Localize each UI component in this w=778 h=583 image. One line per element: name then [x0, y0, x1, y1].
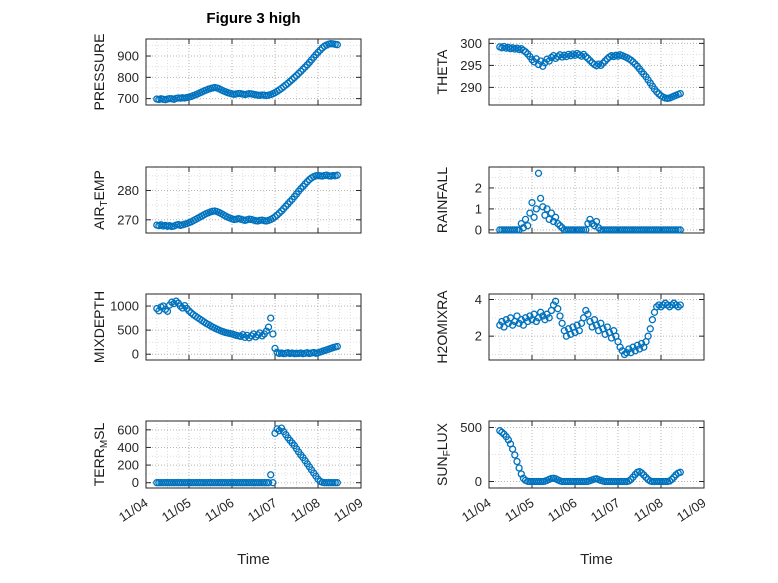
- y-tick-label: 1000: [110, 299, 139, 314]
- figure-title: Figure 3 high: [206, 10, 301, 27]
- y-tick-label: 280: [117, 183, 139, 198]
- y-tick-label: 200: [117, 458, 139, 473]
- y-tick-label: 700: [117, 91, 139, 106]
- x-tick-label: 11/05: [159, 495, 194, 525]
- y-axis-label-RAINFALL: RAINFALL: [434, 167, 450, 233]
- y-tick-label: 4: [475, 292, 482, 307]
- scatter-points: [496, 297, 684, 359]
- y-tick-label: 0: [475, 222, 482, 237]
- y-tick-label: 0: [132, 347, 139, 362]
- x-tick-label: 11/04: [459, 495, 494, 525]
- y-tick-label: 290: [460, 80, 482, 95]
- y-tick-label: 800: [117, 70, 139, 85]
- y-tick-label: 600: [117, 422, 139, 437]
- panel-PRESSURE: 700 800 900 PRESSURE: [91, 33, 362, 111]
- y-tick-label: 900: [117, 49, 139, 64]
- x-axis-label-left: Time: [237, 551, 270, 568]
- scatter-points: [153, 297, 341, 358]
- y-tick-label: 295: [460, 58, 482, 73]
- scatter-points: [496, 169, 684, 234]
- panel-TERRMSL: 0 200 400 600 TERRMSL 11/04 11/05 11/06 11/07 11/…: [91, 420, 366, 525]
- y-tick-label: 2: [475, 180, 482, 195]
- y-tick-label: 0: [132, 475, 139, 490]
- scatter-points: [153, 171, 341, 231]
- y-tick-label: 400: [117, 440, 139, 455]
- x-tick-label: 11/08: [631, 495, 666, 525]
- y-tick-label: 0: [475, 474, 482, 489]
- panel-THETA: 290 295 300 THETA: [434, 36, 705, 106]
- x-tick-label: 11/07: [245, 495, 280, 525]
- y-axis-label-MIXDEPTH: MIXDEPTH: [91, 291, 107, 363]
- x-tick-label: 11/08: [288, 495, 323, 525]
- x-tick-label: 11/04: [116, 495, 151, 525]
- y-tick-label: 300: [460, 36, 482, 51]
- y-tick-label: 2: [475, 329, 482, 344]
- panel-RAINFALL: 0 1 2 RAINFALL: [434, 166, 705, 237]
- y-axis-label-THETA: THETA: [434, 49, 450, 95]
- x-tick-label: 11/06: [545, 495, 580, 525]
- x-tick-label: 11/09: [674, 495, 709, 525]
- y-axis-label-H2OMIXRA: H2OMIXRA: [434, 290, 450, 364]
- y-axis-label-AIRTEMP: AIRTEMP: [91, 170, 110, 230]
- y-axis-label-SUNFLUX: SUNFLUX: [434, 422, 453, 486]
- x-axis-label-right: Time: [580, 551, 613, 568]
- panel-AIRTEMP: 270 280 AIRTEMP: [91, 166, 362, 234]
- scatter-points: [496, 42, 684, 103]
- x-tick-label: 11/06: [202, 495, 237, 525]
- y-axis-label-TERRMSL: TERRMSL: [91, 422, 110, 486]
- scatter-points: [496, 427, 684, 486]
- x-tick-label: 11/09: [331, 495, 366, 525]
- x-tick-label: 11/07: [588, 495, 623, 525]
- y-tick-label: 500: [117, 323, 139, 338]
- y-tick-label: 1: [475, 201, 482, 216]
- scatter-points: [153, 40, 341, 104]
- panel-H2OMIXRA: 2 4 H2OMIXRA: [434, 290, 705, 364]
- y-tick-label: 270: [117, 212, 139, 227]
- x-tick-label: 11/05: [502, 495, 537, 525]
- y-tick-label: 500: [460, 420, 482, 435]
- panel-SUNFLUX: 0 500 SUNFLUX 11/04 11/05 11/06 11/07 11/08 11/0…: [434, 420, 709, 525]
- scatter-points: [153, 424, 341, 487]
- y-axis-label-PRESSURE: PRESSURE: [91, 33, 107, 110]
